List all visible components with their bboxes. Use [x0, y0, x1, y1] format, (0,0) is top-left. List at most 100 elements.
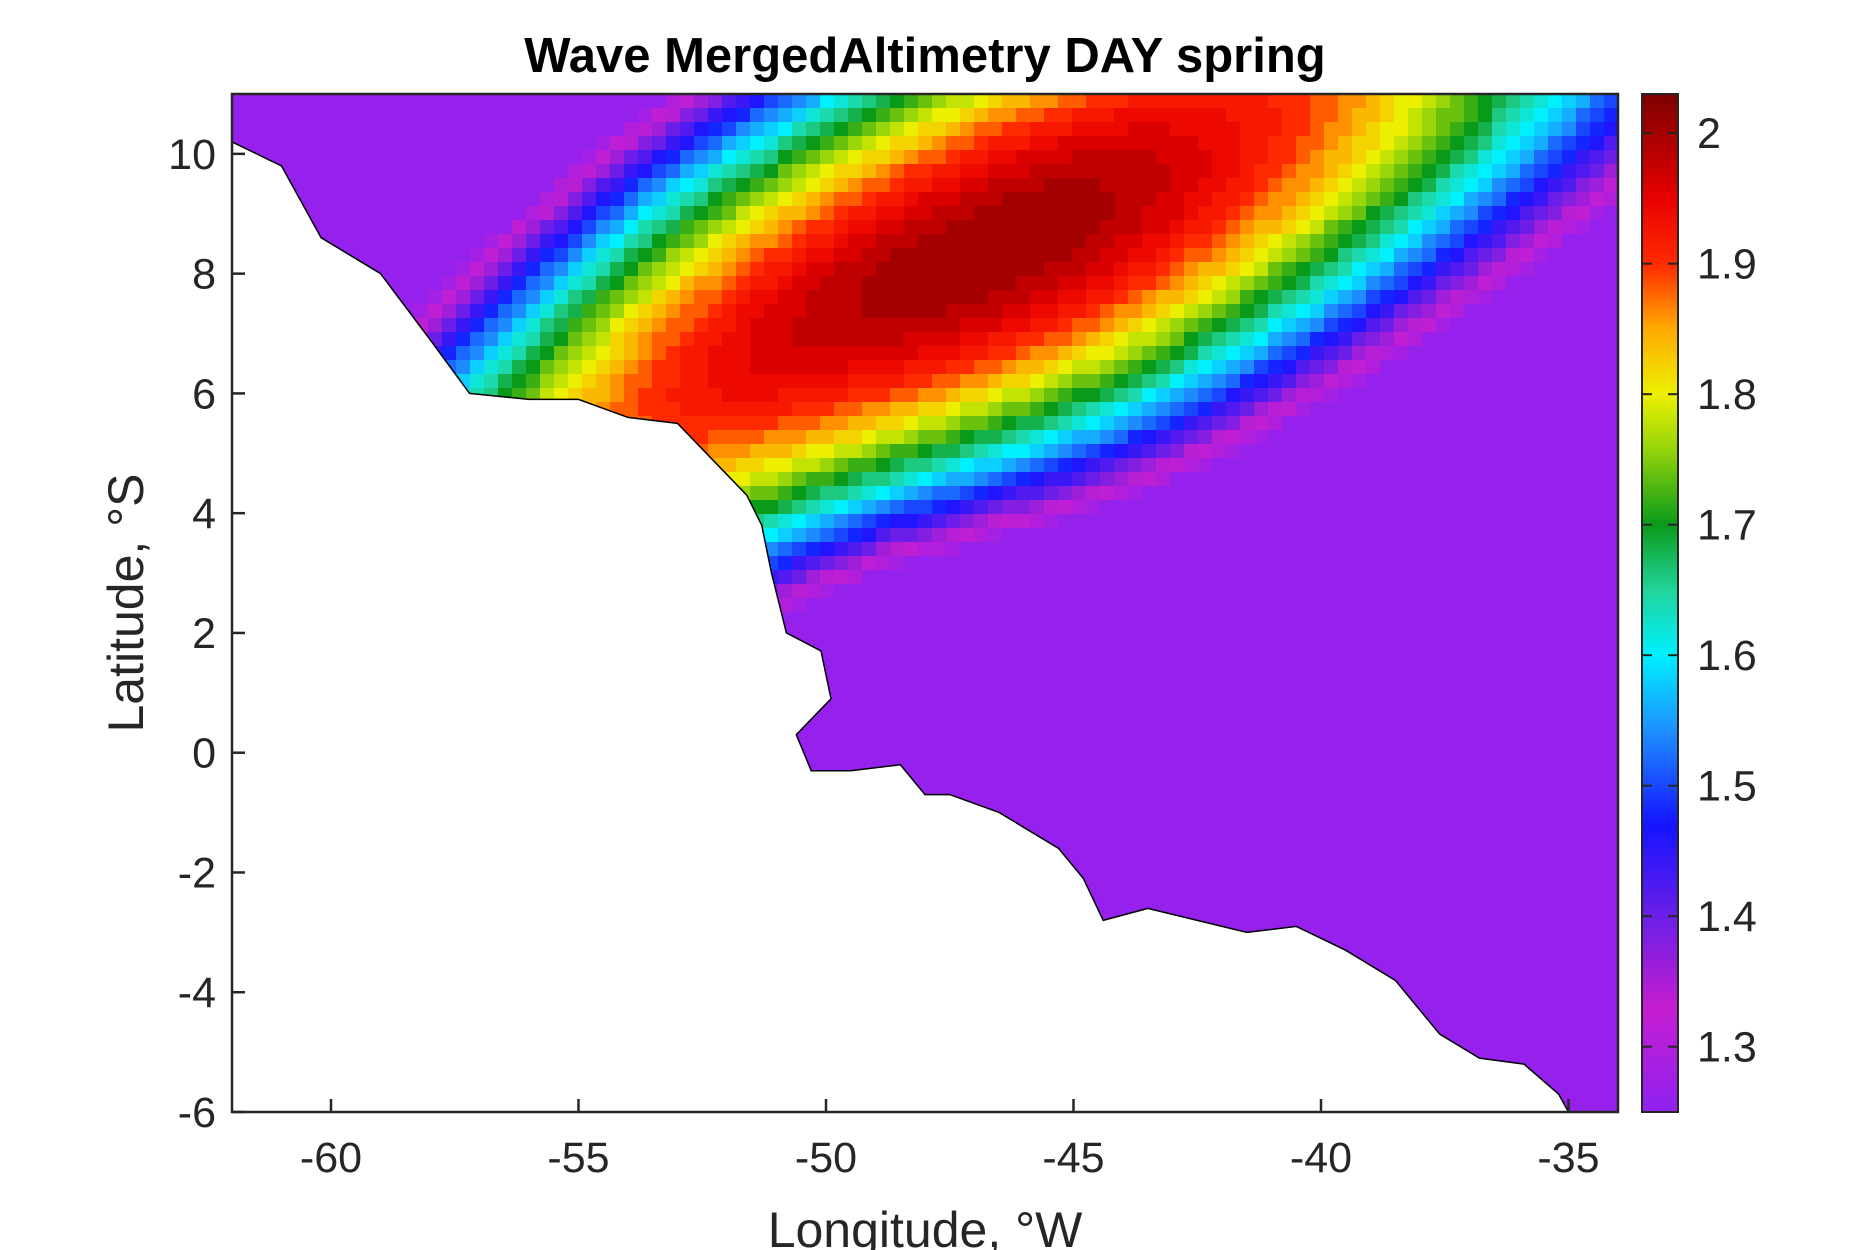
field-cell [1380, 696, 1395, 711]
field-cell [1422, 374, 1437, 389]
field-cell [1212, 220, 1227, 235]
field-cell [1338, 192, 1353, 207]
field-cell [1338, 304, 1353, 319]
field-cell [1478, 248, 1493, 263]
field-cell [834, 402, 849, 417]
field-cell [414, 108, 429, 123]
field-cell [1212, 738, 1227, 753]
field-cell [232, 108, 247, 123]
field-cell [1338, 696, 1353, 711]
field-cell [1030, 262, 1045, 277]
field-cell [876, 248, 891, 263]
field-cell [526, 122, 541, 137]
field-cell [442, 122, 457, 137]
field-cell [848, 430, 863, 445]
field-cell [498, 136, 513, 151]
field-cell [1548, 738, 1563, 753]
field-cell [680, 332, 695, 347]
field-cell [512, 94, 527, 109]
field-cell [1268, 556, 1283, 571]
field-cell [1464, 752, 1479, 767]
field-cell [932, 514, 947, 529]
field-cell [1534, 738, 1549, 753]
field-cell [1212, 766, 1227, 781]
field-cell [1576, 220, 1591, 235]
field-cell [862, 528, 877, 543]
field-cell [358, 108, 373, 123]
field-cell [1534, 192, 1549, 207]
field-cell [1100, 262, 1115, 277]
field-cell [1142, 556, 1157, 571]
field-cell [1142, 626, 1157, 641]
field-cell [1548, 94, 1563, 109]
field-cell [456, 192, 471, 207]
field-cell [288, 164, 303, 179]
field-cell [1184, 122, 1199, 137]
field-cell [1324, 612, 1339, 627]
field-cell [1282, 388, 1297, 403]
field-cell [1520, 94, 1535, 109]
field-cell [1576, 248, 1591, 263]
field-cell [652, 192, 667, 207]
field-cell [1534, 598, 1549, 613]
field-cell [1268, 738, 1283, 753]
field-cell [1464, 528, 1479, 543]
field-cell [1366, 472, 1381, 487]
field-cell [974, 570, 989, 585]
field-cell [988, 584, 1003, 599]
field-cell [1086, 696, 1101, 711]
field-cell [666, 346, 681, 361]
field-cell [764, 178, 779, 193]
field-cell [1366, 402, 1381, 417]
field-cell [1058, 724, 1073, 739]
field-cell [792, 444, 807, 459]
field-cell [1604, 710, 1618, 725]
field-cell [1282, 234, 1297, 249]
field-cell [1198, 500, 1213, 515]
field-cell [820, 136, 835, 151]
field-cell [750, 318, 765, 333]
field-cell [1576, 766, 1591, 781]
field-cell [582, 360, 597, 375]
field-cell [1492, 276, 1507, 291]
field-cell [1422, 682, 1437, 697]
field-cell [1604, 234, 1618, 249]
field-cell [1562, 430, 1577, 445]
field-cell [1422, 402, 1437, 417]
field-cell [1338, 374, 1353, 389]
field-cell [1604, 304, 1618, 319]
field-cell [1464, 626, 1479, 641]
field-cell [918, 668, 933, 683]
field-cell [1366, 654, 1381, 669]
field-cell [792, 290, 807, 305]
field-cell [820, 444, 835, 459]
field-cell [1380, 724, 1395, 739]
field-cell [1240, 780, 1255, 795]
field-cell [904, 262, 919, 277]
field-cell [414, 248, 429, 263]
field-cell [778, 500, 793, 515]
field-cell [1058, 626, 1073, 641]
field-cell [260, 136, 275, 151]
field-cell [750, 136, 765, 151]
field-cell [624, 290, 639, 305]
field-cell [1534, 556, 1549, 571]
field-cell [918, 388, 933, 403]
field-cell [1534, 696, 1549, 711]
field-cell [1044, 738, 1059, 753]
field-cell [1338, 458, 1353, 473]
field-cell [582, 122, 597, 137]
field-cell [1548, 766, 1563, 781]
field-cell [834, 696, 849, 711]
field-cell [1198, 444, 1213, 459]
field-cell [1464, 682, 1479, 697]
field-cell [442, 94, 457, 109]
field-cell [1436, 248, 1451, 263]
field-cell [1282, 220, 1297, 235]
field-cell [1422, 752, 1437, 767]
field-cell [1562, 710, 1577, 725]
field-cell [1016, 514, 1031, 529]
field-cell [960, 164, 975, 179]
field-cell [1254, 234, 1269, 249]
